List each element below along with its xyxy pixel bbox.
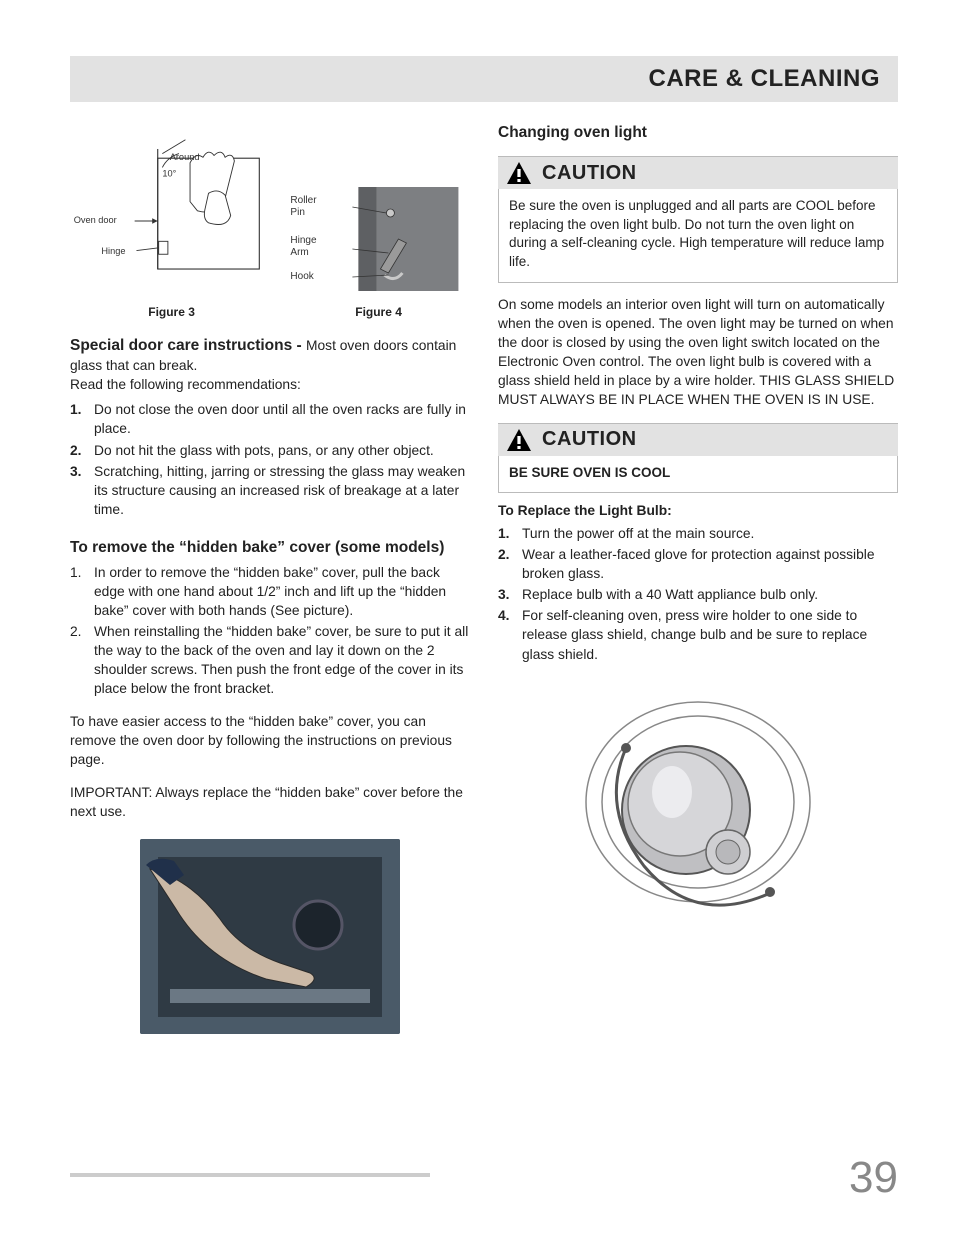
replace-bulb-list: 1.Turn the power off at the main source.… bbox=[498, 524, 898, 663]
oven-light-description: On some models an interior oven light wi… bbox=[498, 295, 898, 409]
list-item: 3.Replace bulb with a 40 Watt appliance … bbox=[498, 585, 898, 604]
fig3-label-ovendoor: Oven door bbox=[74, 215, 117, 225]
caution-box-1: Be sure the oven is unplugged and all pa… bbox=[498, 189, 898, 283]
list-item: 1.In order to remove the “hidden bake” c… bbox=[70, 563, 470, 620]
list-item: 4.For self-cleaning oven, press wire hol… bbox=[498, 606, 898, 663]
replace-bulb-heading: To Replace the Light Bulb: bbox=[498, 503, 898, 518]
hidden-bake-photo bbox=[140, 839, 400, 1034]
changing-oven-light-heading: Changing oven light bbox=[498, 124, 898, 142]
figure-3-diagram: Around 10° Oven door Hinge bbox=[70, 124, 273, 294]
right-column: Changing oven light CAUTION Be sure the … bbox=[498, 124, 898, 1034]
list-item: 1.Turn the power off at the main source. bbox=[498, 524, 898, 543]
list-item: 3.Scratching, hitting, jarring or stress… bbox=[70, 462, 470, 519]
caution-bar-2: CAUTION bbox=[498, 423, 898, 456]
caution-box-2: BE SURE OVEN IS COOL bbox=[498, 456, 898, 494]
light-bulb-diagram bbox=[568, 692, 828, 932]
list-item: 2.Do not hit the glass with pots, pans, … bbox=[70, 441, 470, 460]
figure-4-diagram: Roller Pin Hinge Arm Hook bbox=[287, 179, 470, 299]
header-bar: CARE & CLEANING bbox=[70, 56, 898, 102]
figure-row: Around 10° Oven door Hinge Figure 3 bbox=[70, 124, 470, 319]
fig3-label-hinge: Hinge bbox=[101, 246, 125, 256]
list-item: 1.Do not close the oven door until all t… bbox=[70, 400, 470, 438]
special-door-intro: Special door care instructions - Most ov… bbox=[70, 335, 470, 375]
figure-4: Roller Pin Hinge Arm Hook Figure 4 bbox=[287, 179, 470, 319]
list-item: 2.When reinstalling the “hidden bake” co… bbox=[70, 622, 470, 698]
special-door-list: 1.Do not close the oven door until all t… bbox=[70, 400, 470, 518]
figure-3-caption: Figure 3 bbox=[70, 305, 273, 319]
svg-text:Arm: Arm bbox=[291, 247, 309, 258]
warning-icon bbox=[506, 428, 532, 452]
content-columns: Around 10° Oven door Hinge Figure 3 bbox=[70, 124, 898, 1034]
figure-4-caption: Figure 4 bbox=[287, 305, 470, 319]
caution-bar-1: CAUTION bbox=[498, 156, 898, 189]
left-column: Around 10° Oven door Hinge Figure 3 bbox=[70, 124, 470, 1034]
hidden-bake-para2: IMPORTANT: Always replace the “hidden ba… bbox=[70, 783, 470, 821]
special-door-read: Read the following recommendations: bbox=[70, 375, 470, 394]
hidden-bake-heading: To remove the “hidden bake” cover (some … bbox=[70, 539, 470, 557]
svg-text:Hinge: Hinge bbox=[291, 235, 318, 246]
svg-text:Roller: Roller bbox=[291, 195, 318, 206]
fig3-label-around: Around bbox=[170, 152, 200, 162]
hidden-bake-para1: To have easier access to the “hidden bak… bbox=[70, 712, 470, 769]
figure-3: Around 10° Oven door Hinge Figure 3 bbox=[70, 124, 273, 319]
svg-text:Hook: Hook bbox=[291, 271, 315, 282]
special-door-heading: Special door care instructions - bbox=[70, 337, 306, 354]
warning-icon bbox=[506, 161, 532, 185]
page: CARE & CLEANING bbox=[0, 0, 954, 1235]
caution-label: CAUTION bbox=[542, 428, 637, 451]
list-item: 2.Wear a leather-faced glove for protect… bbox=[498, 545, 898, 583]
page-number: 39 bbox=[849, 1153, 898, 1203]
footer-rule bbox=[70, 1173, 430, 1177]
hidden-bake-list: 1.In order to remove the “hidden bake” c… bbox=[70, 563, 470, 698]
fig3-label-angle: 10° bbox=[162, 169, 176, 179]
svg-text:Pin: Pin bbox=[291, 207, 305, 218]
caution-label: CAUTION bbox=[542, 162, 637, 185]
page-title: CARE & CLEANING bbox=[648, 65, 880, 93]
